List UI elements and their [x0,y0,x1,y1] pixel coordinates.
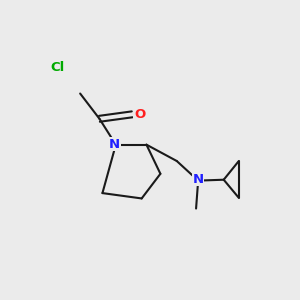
Text: Cl: Cl [50,61,64,74]
Text: N: N [193,172,204,186]
Text: O: O [134,108,145,121]
Text: N: N [109,138,120,151]
